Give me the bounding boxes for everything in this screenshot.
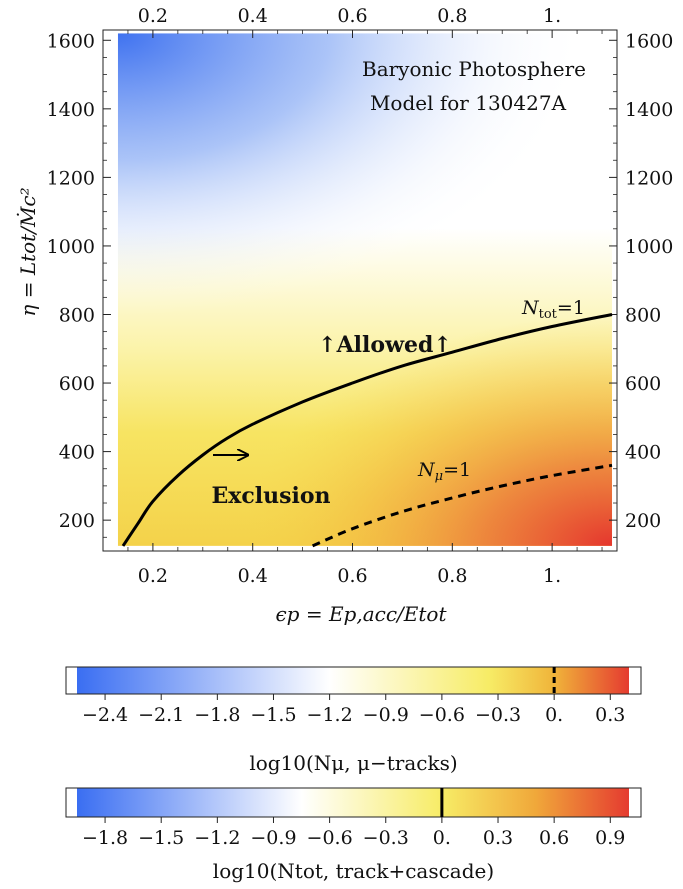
colorbar-tick-label: 0.6 [539,827,569,849]
curve-nmu-equals-1 [311,463,613,548]
plot-frame [102,29,618,552]
ticks-left: 200 400 600 800 1000 1200 1400 1600 [47,30,111,538]
colorbar-gradient [77,667,629,694]
y-tick-label-right: 1400 [625,99,673,121]
colorbar-tick-label: 0.3 [595,704,625,726]
exclusion-label: Exclusion [211,483,330,509]
ticks-bottom: 0.2 0.4 0.6 0.8 1. [102,543,603,587]
y-tick-label-left: 800 [59,304,95,326]
y-axis-label: η = Ltot/Ṁc² [16,187,40,316]
colorbar-tick-label: −0.9 [250,827,296,849]
y-tick-label-left: 1200 [47,167,95,189]
colorbar-label: log10(Ntot, track+cascade) [213,859,494,883]
colorbar-tick-label: −0.9 [363,704,409,726]
x-tick-label-top: 0.4 [238,5,268,27]
colorbar-tick-label: 0.3 [483,827,513,849]
colorbar-gradient [77,788,629,817]
ticks-right: 200 400 600 800 1000 1200 1400 1600 [609,30,673,538]
ntot-curve-label: Ntot=1 [521,297,585,322]
colorbar-tick-label: 0. [545,704,563,726]
colorbar-tick-label: −1.8 [194,704,240,726]
allowed-label: ↑Allowed↑ [318,332,452,358]
chart-title-line-2: Model for 130427A [370,91,567,115]
colorbar-nmu: −2.4 −2.1 −1.8 −1.5 −1.2 −0.9 −0.6 −0.3 0. 0.3 log… [65,666,642,775]
colorbar-tick-label: −2.1 [138,704,184,726]
x-tick-label-bottom: 0.2 [138,565,168,587]
x-tick-label-bottom: 0.4 [238,565,268,587]
colorbar-ntot: −1.8 −1.5 −1.2 −0.9 −0.6 −0.3 0. 0.3 0.6 0.9 log10… [65,787,642,883]
x-tick-label-bottom: 0.6 [337,565,367,587]
colorbar-tick-label: −2.4 [82,704,128,726]
x-tick-label-bottom: 0.8 [437,565,467,587]
colorbar-tick-label: 0. [433,827,451,849]
x-tick-label-bottom: 1. [543,565,561,587]
y-tick-label-right: 800 [625,304,661,326]
ticks-top: 0.2 0.4 0.6 0.8 1. [102,5,603,38]
x-tick-label-top: 0.2 [138,5,168,27]
colorbar-label: log10(Nμ, μ−tracks) [249,751,457,775]
y-tick-label-left: 1000 [47,236,95,258]
curve-ntot-equals-1 [121,313,613,547]
colorbar-tick-label: −1.5 [138,827,184,849]
x-tick-label-top: 0.6 [337,5,367,27]
y-tick-label-left: 200 [59,510,95,532]
colorbar-tick-label: −0.6 [307,827,353,849]
y-tick-label-left: 1400 [47,99,95,121]
x-axis-title: ϵp = Ep,acc/Etot [275,602,447,626]
annotations: Baryonic Photosphere Model for 130427A ↑… [211,57,586,509]
y-tick-label-right: 400 [625,442,661,464]
chart-title-line-1: Baryonic Photosphere [362,57,586,81]
y-tick-label-right: 600 [625,373,661,395]
heatmap-red-region [117,33,613,546]
y-tick-label-right: 1600 [625,30,673,52]
nmu-curve-label: Nμ=1 [417,459,471,484]
y-tick-label-left: 600 [59,373,95,395]
y-tick-label-right: 1200 [625,167,673,189]
colorbar-tick-label: −1.8 [82,827,128,849]
colorbar-tick-label: −1.2 [307,704,353,726]
colorbar-tick-label: 0.9 [595,827,625,849]
x-tick-label-top: 1. [543,5,561,27]
colorbar-tick-label: −1.2 [194,827,240,849]
y-axis-title: η = Ltot/Ṁc² [16,187,40,316]
colorbar-tick-label: −0.3 [475,704,521,726]
y-tick-label-right: 200 [625,510,661,532]
y-tick-label-left: 400 [59,442,95,464]
plot-area: 0.2 0.4 0.6 0.8 1. 0.2 0.4 0.6 0.8 1. 200 400 600 8… [47,5,674,587]
y-tick-label-right: 1000 [625,236,673,258]
x-axis-label: ϵp = Ep,acc/Etot [275,602,447,626]
y-tick-label-left: 1600 [47,30,95,52]
colorbar-tick-label: −0.6 [419,704,465,726]
x-tick-label-top: 0.8 [437,5,467,27]
colorbar-tick-label: −1.5 [250,704,296,726]
colorbar-tick-label: −0.3 [363,827,409,849]
